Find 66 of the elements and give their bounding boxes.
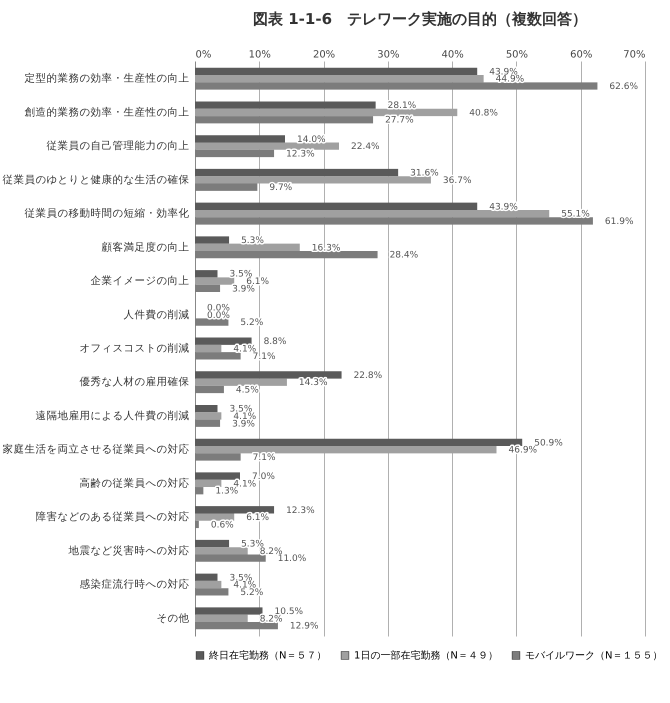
- y-tick-label: 障害などのある従業員への対応: [36, 510, 190, 524]
- data-label: 16.3%: [312, 243, 341, 254]
- data-label: 5.2%: [240, 588, 264, 598]
- data-label: 9.7%: [269, 183, 293, 194]
- data-label: 0.6%: [210, 520, 234, 530]
- y-tick-label: 人件費の削減: [124, 308, 190, 321]
- data-label: 6.1%: [246, 513, 270, 524]
- legend-label: 終日在宅勤務（N＝５７）: [208, 649, 326, 662]
- data-label: 12.3%: [286, 506, 316, 516]
- data-label: 7.1%: [252, 352, 276, 362]
- y-tick-label: 従業員の移動時間の短縮・効率化: [24, 206, 190, 220]
- data-label: 44.9%: [496, 74, 525, 85]
- legend-label: 1日の一部在宅勤務（N＝４９）: [354, 649, 498, 662]
- y-tick-label: 高齢の従業員への対応: [80, 476, 190, 490]
- data-label: 22.8%: [354, 370, 383, 381]
- data-label: 36.7%: [442, 176, 472, 186]
- data-label: 3.9%: [232, 284, 256, 294]
- x-tick-label: 10%: [248, 50, 271, 60]
- data-label: 8.2%: [260, 614, 284, 624]
- data-label: 27.7%: [385, 116, 414, 126]
- x-tick-label: 60%: [570, 50, 592, 60]
- data-label: 28.4%: [390, 250, 419, 261]
- y-tick-label: 企業イメージの向上: [90, 274, 190, 288]
- data-label: 55.1%: [561, 210, 590, 220]
- x-tick-label: 50%: [506, 50, 528, 60]
- data-label: 12.9%: [290, 622, 319, 632]
- data-label: 40.8%: [469, 108, 498, 118]
- y-tick-label: 家庭生活を両立させる従業員への対応: [2, 442, 190, 456]
- data-label: 8.8%: [264, 337, 287, 348]
- legend-label: モバイルワーク（N＝１５５）: [525, 650, 662, 662]
- chart-title: 図表 1-1-6 テレワーク実施の目的（複数回答）: [253, 10, 587, 28]
- data-label: 28.1%: [388, 101, 417, 112]
- data-label: 43.9%: [489, 202, 518, 212]
- y-tick-label: 従業員のゆとりと健康的な生活の確保: [2, 172, 190, 186]
- y-tick-label: 定型的業務の効率・生産性の向上: [24, 72, 190, 85]
- data-label: 62.6%: [609, 82, 638, 92]
- data-label: 61.9%: [604, 216, 634, 227]
- data-label: 11.0%: [278, 554, 307, 564]
- data-label: 22.4%: [351, 142, 380, 152]
- y-tick-label: 優秀な人材の雇用確保: [80, 375, 190, 388]
- data-label: 7.1%: [252, 452, 276, 463]
- y-tick-label: 遠隔地雇用による人件費の削減: [36, 408, 190, 422]
- data-label: 14.3%: [298, 378, 328, 388]
- data-label: 12.3%: [286, 149, 316, 160]
- x-tick-label: 30%: [377, 50, 400, 60]
- data-label: 31.6%: [410, 168, 440, 179]
- y-tick-label: 顧客満足度の向上: [102, 240, 190, 254]
- x-tick-label: 0%: [196, 50, 212, 60]
- y-tick-label: 地震など災害時への対応: [68, 544, 190, 557]
- y-tick-label: 創造的業務の効率・生産性の向上: [24, 105, 190, 118]
- data-label: 5.3%: [241, 236, 264, 246]
- y-tick-label: 感染症流行時への対応: [80, 578, 190, 591]
- data-label: 14.0%: [297, 134, 326, 145]
- data-label: 5.2%: [240, 318, 264, 328]
- y-tick-label: 従業員の自己管理能力の向上: [46, 139, 190, 152]
- data-label: 4.5%: [236, 386, 260, 396]
- data-label: 0.0%: [207, 310, 230, 321]
- y-tick-label: その他: [156, 612, 190, 624]
- data-label: 3.9%: [232, 419, 256, 430]
- data-label: 50.9%: [534, 438, 564, 448]
- x-tick-label: 70%: [623, 50, 646, 60]
- x-tick-label: 20%: [312, 50, 336, 60]
- y-tick-label: オフィスコストの削減: [80, 342, 190, 354]
- x-tick-label: 40%: [442, 50, 464, 60]
- data-label: 46.9%: [508, 446, 538, 456]
- data-label: 1.3%: [215, 486, 239, 497]
